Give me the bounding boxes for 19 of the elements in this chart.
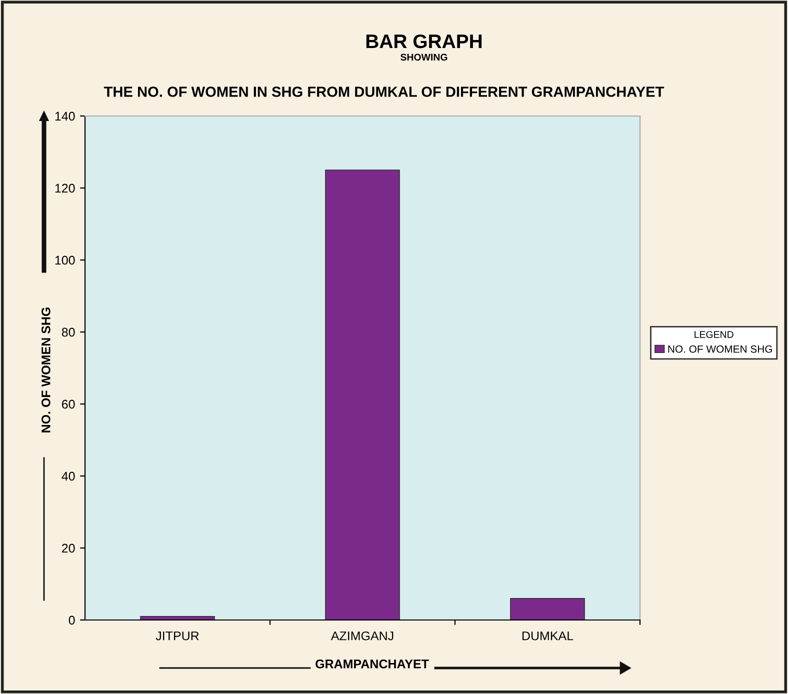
y-tick-label: 120 [55, 184, 75, 193]
text: SHOWING THE NO. OF WOMEN IN SHG FROM DUMKAL OF DIFFERENT GRAMPANCHAYET [104, 54, 664, 97]
y-tick-label: 100 [55, 256, 75, 265]
legend-title: LEGEND [694, 331, 734, 338]
y-tick-label: 60 [62, 400, 75, 409]
y-axis-title: NO. OF WOMEN SHG [42, 308, 50, 432]
bar [510, 598, 585, 620]
y-tick-label: 80 [62, 328, 75, 337]
bar [325, 170, 400, 620]
x-axis-title: GRAMPANCHAYET [316, 660, 429, 668]
legend-label: NO. OF WOMEN SHG [668, 345, 772, 353]
y-tick-label: 20 [62, 544, 75, 553]
x-tick-label: DUMKAL [522, 632, 574, 640]
chart-title: BAR GRAPH [366, 34, 482, 48]
y-tick-label: 0 [68, 616, 75, 625]
x-tick-label: JITPUR [156, 632, 199, 640]
y-tick-label: 140 [55, 112, 75, 121]
y-tick-label: 40 [62, 472, 75, 481]
x-tick-label: AZIMGANJ [330, 631, 394, 640]
